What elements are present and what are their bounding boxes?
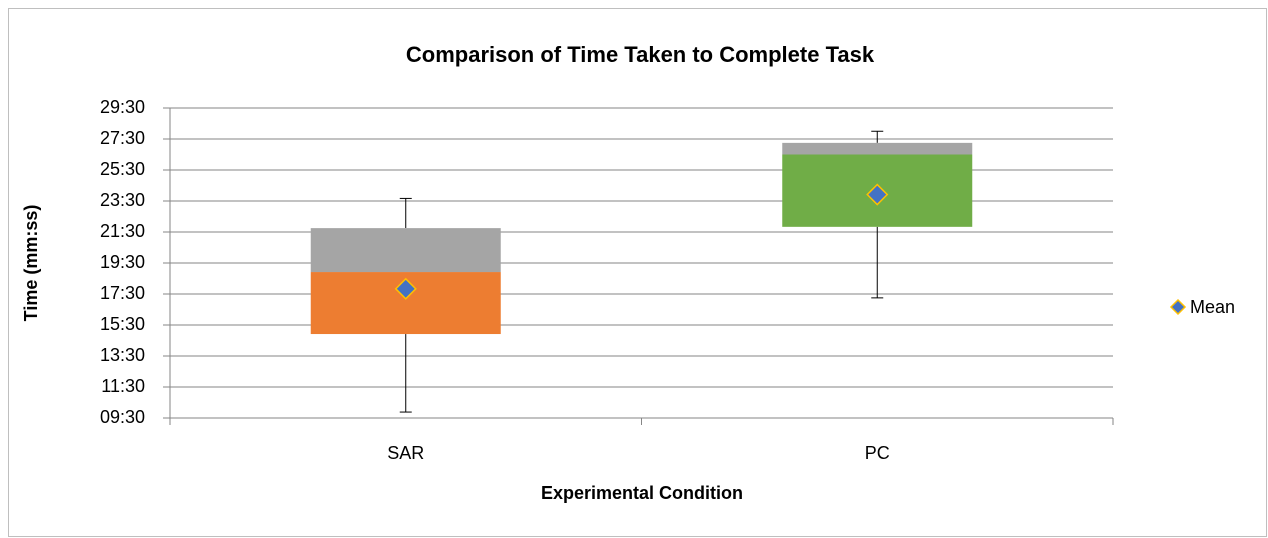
x-tick-label: PC: [865, 443, 890, 463]
y-tick-label: 25:30: [100, 159, 145, 179]
y-tick-label: 11:30: [101, 376, 145, 396]
y-tick-label: 13:30: [100, 345, 145, 365]
legend-marker: [1169, 298, 1187, 316]
y-tick-label: 21:30: [100, 221, 145, 241]
legend-label: Mean: [1190, 297, 1235, 317]
y-tick-label: 15:30: [100, 314, 145, 334]
y-tick-label: 23:30: [100, 190, 145, 210]
y-axis-label: Time (mm:ss): [21, 205, 41, 322]
box-upper: [782, 142, 973, 155]
x-tick-label: SAR: [387, 443, 424, 463]
chart-title: Comparison of Time Taken to Complete Tas…: [406, 42, 875, 67]
chart-border: [8, 8, 1267, 537]
mean-marker: [866, 183, 889, 206]
y-tick-label: 17:30: [100, 283, 145, 303]
x-axis-label: Experimental Condition: [541, 483, 743, 503]
y-tick-label: 29:30: [100, 97, 145, 117]
box-upper: [310, 228, 501, 273]
y-tick-label: 27:30: [100, 128, 145, 148]
mean-marker: [394, 277, 417, 300]
y-tick-label: 09:30: [100, 407, 145, 427]
y-tick-label: 19:30: [100, 252, 145, 272]
